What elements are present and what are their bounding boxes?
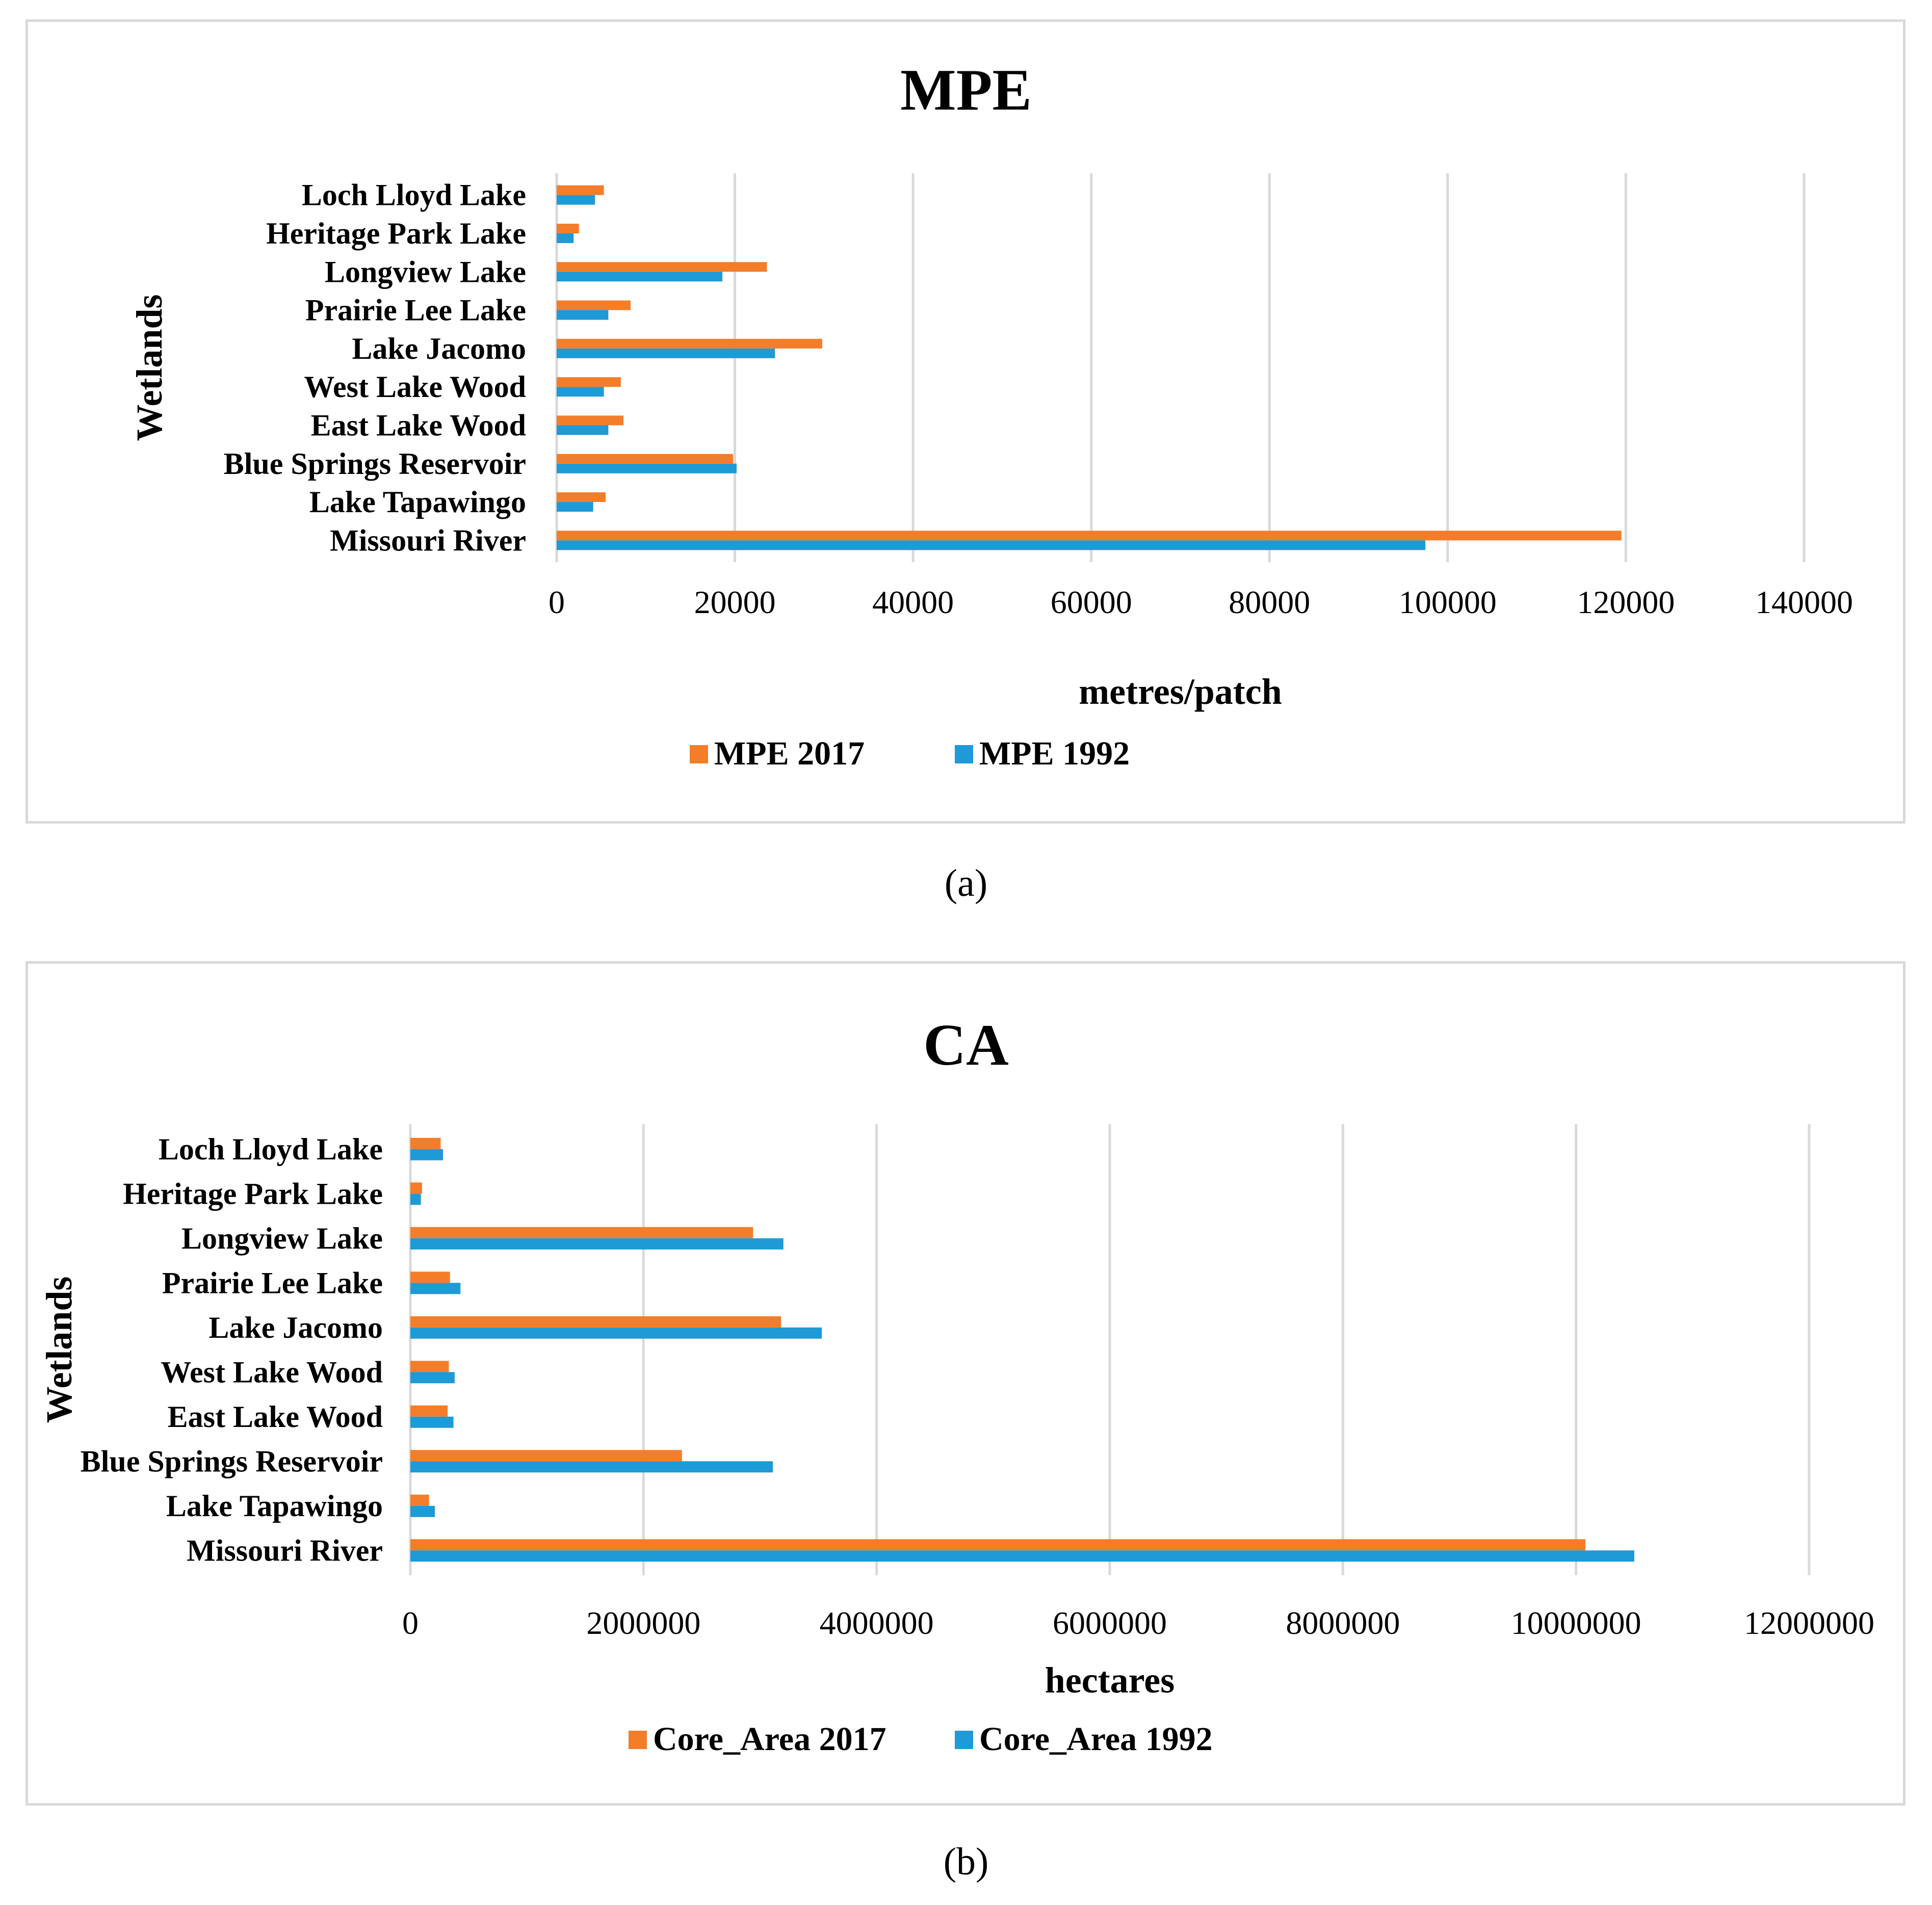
x-tick-label: 2000000 bbox=[586, 1605, 700, 1641]
x-tick-label: 12000000 bbox=[1744, 1605, 1874, 1641]
x-tick-label: 40000 bbox=[872, 584, 954, 620]
bar-core-area-1992-prairie-lee-lake bbox=[410, 1283, 461, 1294]
x-axis-label: metres/patch bbox=[1079, 671, 1282, 712]
x-tick-label: 60000 bbox=[1051, 584, 1132, 620]
x-tick-label: 120000 bbox=[1577, 584, 1675, 620]
ca-chart: CA 0 2000000 4000000 6000000 8000000 10000000 1… bbox=[39, 1013, 1874, 1758]
chart-title: MPE bbox=[900, 58, 1032, 123]
category-label: Lake Jacomo bbox=[208, 1311, 383, 1344]
category-label: Prairie Lee Lake bbox=[162, 1266, 383, 1300]
category-label: Longview Lake bbox=[181, 1222, 383, 1255]
bar-core-area-2017-lake-jacomo bbox=[410, 1316, 781, 1328]
legend-label: Core_Area 2017 bbox=[653, 1721, 886, 1758]
category-label: Missouri River bbox=[330, 523, 526, 557]
bar-core-area-2017-west-lake-wood bbox=[410, 1361, 449, 1372]
bar-core-area-1992-west-lake-wood bbox=[410, 1372, 455, 1384]
bar-mpe-2017-longview-lake bbox=[557, 262, 767, 272]
category-label: East Lake Wood bbox=[311, 408, 526, 442]
category-label: Lake Jacomo bbox=[352, 332, 526, 365]
category-label: Loch Lloyd Lake bbox=[302, 178, 526, 212]
bar-core-area-1992-heritage-park-lake bbox=[410, 1194, 421, 1205]
legend-label: Core_Area 1992 bbox=[979, 1721, 1213, 1758]
bar-core-area-2017-blue-springs-reservoir bbox=[410, 1450, 682, 1462]
bar-core-area-2017-east-lake-wood bbox=[410, 1405, 448, 1417]
category-label: Lake Tapawingo bbox=[166, 1489, 383, 1523]
category-label: West Lake Wood bbox=[304, 370, 526, 404]
bar-core-area-1992-lake-tapawingo bbox=[410, 1505, 435, 1517]
category-label: West Lake Wood bbox=[161, 1355, 383, 1389]
bar-mpe-1992-longview-lake bbox=[557, 272, 723, 282]
y-axis-label: Wetlands bbox=[39, 1276, 80, 1423]
x-tick-label: 20000 bbox=[694, 584, 776, 620]
bar-mpe-2017-blue-springs-reservoir bbox=[557, 454, 734, 464]
bar-core-area-1992-longview-lake bbox=[410, 1238, 784, 1250]
bar-core-area-1992-loch-lloyd-lake bbox=[410, 1149, 443, 1160]
caption-a: (a) bbox=[944, 862, 988, 905]
category-label: Blue Springs Reservoir bbox=[81, 1444, 383, 1478]
bar-core-area-1992-lake-jacomo bbox=[410, 1327, 822, 1339]
chart-panel-ca: CA 0 2000000 4000000 6000000 8000000 10000000 1… bbox=[25, 961, 1905, 1806]
bar-core-area-1992-missouri-river bbox=[410, 1550, 1634, 1562]
legend-swatch-mpe-1992 bbox=[955, 745, 973, 763]
bar-core-area-1992-blue-springs-reservoir bbox=[410, 1461, 773, 1473]
x-tick-label: 0 bbox=[402, 1605, 419, 1641]
category-label: Loch Lloyd Lake bbox=[159, 1132, 383, 1166]
category-label: Heritage Park Lake bbox=[123, 1177, 383, 1210]
category-label: Lake Tapawingo bbox=[309, 485, 526, 519]
bar-mpe-2017-prairie-lee-lake bbox=[557, 300, 631, 310]
chart-panel-mpe: MPE 0 20000 40000 60000 80000 100000 120000 1400… bbox=[25, 19, 1905, 824]
bar-mpe-2017-east-lake-wood bbox=[557, 415, 624, 426]
x-tick-label: 8000000 bbox=[1286, 1605, 1400, 1641]
x-tick-label: 0 bbox=[549, 584, 565, 620]
bar-core-area-2017-lake-tapawingo bbox=[410, 1494, 429, 1506]
legend-swatch-core-area-1992 bbox=[955, 1731, 973, 1749]
bar-core-area-2017-loch-lloyd-lake bbox=[410, 1137, 441, 1149]
bar-mpe-1992-east-lake-wood bbox=[557, 425, 609, 435]
category-label: Missouri River bbox=[187, 1533, 383, 1567]
x-axis-label: hectares bbox=[1045, 1660, 1175, 1701]
bar-mpe-2017-loch-lloyd-lake bbox=[557, 185, 604, 195]
bar-core-area-2017-longview-lake bbox=[410, 1227, 753, 1238]
bar-mpe-1992-missouri-river bbox=[557, 540, 1426, 550]
bar-mpe-1992-blue-springs-reservoir bbox=[557, 463, 737, 473]
x-tick-label: 10000000 bbox=[1511, 1605, 1641, 1641]
bar-core-area-2017-heritage-park-lake bbox=[410, 1182, 422, 1194]
bar-core-area-2017-missouri-river bbox=[410, 1539, 1585, 1551]
category-label: East Lake Wood bbox=[168, 1400, 383, 1434]
bar-mpe-2017-heritage-park-lake bbox=[557, 223, 579, 233]
chart-title: CA bbox=[923, 1013, 1009, 1078]
bar-mpe-1992-lake-jacomo bbox=[557, 348, 775, 358]
bar-mpe-1992-prairie-lee-lake bbox=[557, 310, 609, 320]
x-tick-label: 80000 bbox=[1229, 584, 1310, 620]
bar-mpe-1992-heritage-park-lake bbox=[557, 233, 574, 243]
y-axis-label: Wetlands bbox=[129, 294, 170, 441]
x-tick-label: 140000 bbox=[1755, 584, 1853, 620]
bar-mpe-1992-loch-lloyd-lake bbox=[557, 195, 595, 205]
bar-core-area-1992-east-lake-wood bbox=[410, 1416, 454, 1428]
bar-mpe-2017-lake-jacomo bbox=[557, 338, 822, 349]
bar-mpe-1992-lake-tapawingo bbox=[557, 502, 593, 512]
x-tick-label: 4000000 bbox=[820, 1605, 934, 1641]
category-label: Blue Springs Reservoir bbox=[224, 447, 526, 481]
bar-mpe-1992-west-lake-wood bbox=[557, 387, 604, 397]
bar-mpe-2017-lake-tapawingo bbox=[557, 492, 606, 502]
bar-core-area-2017-prairie-lee-lake bbox=[410, 1272, 450, 1283]
category-label: Heritage Park Lake bbox=[266, 217, 526, 250]
legend-swatch-core-area-2017 bbox=[629, 1731, 647, 1749]
bar-mpe-2017-west-lake-wood bbox=[557, 377, 621, 387]
x-tick-label: 6000000 bbox=[1053, 1605, 1167, 1641]
caption-b: (b) bbox=[943, 1840, 989, 1883]
legend-swatch-mpe-2017 bbox=[690, 745, 708, 763]
category-label: Prairie Lee Lake bbox=[305, 294, 526, 327]
x-tick-label: 100000 bbox=[1399, 584, 1497, 620]
legend-label: MPE 2017 bbox=[714, 735, 865, 772]
mpe-chart: MPE 0 20000 40000 60000 80000 100000 120000 1400… bbox=[129, 58, 1853, 772]
category-label: Longview Lake bbox=[325, 255, 526, 288]
legend-label: MPE 1992 bbox=[979, 735, 1130, 772]
bar-mpe-2017-missouri-river bbox=[557, 531, 1622, 541]
